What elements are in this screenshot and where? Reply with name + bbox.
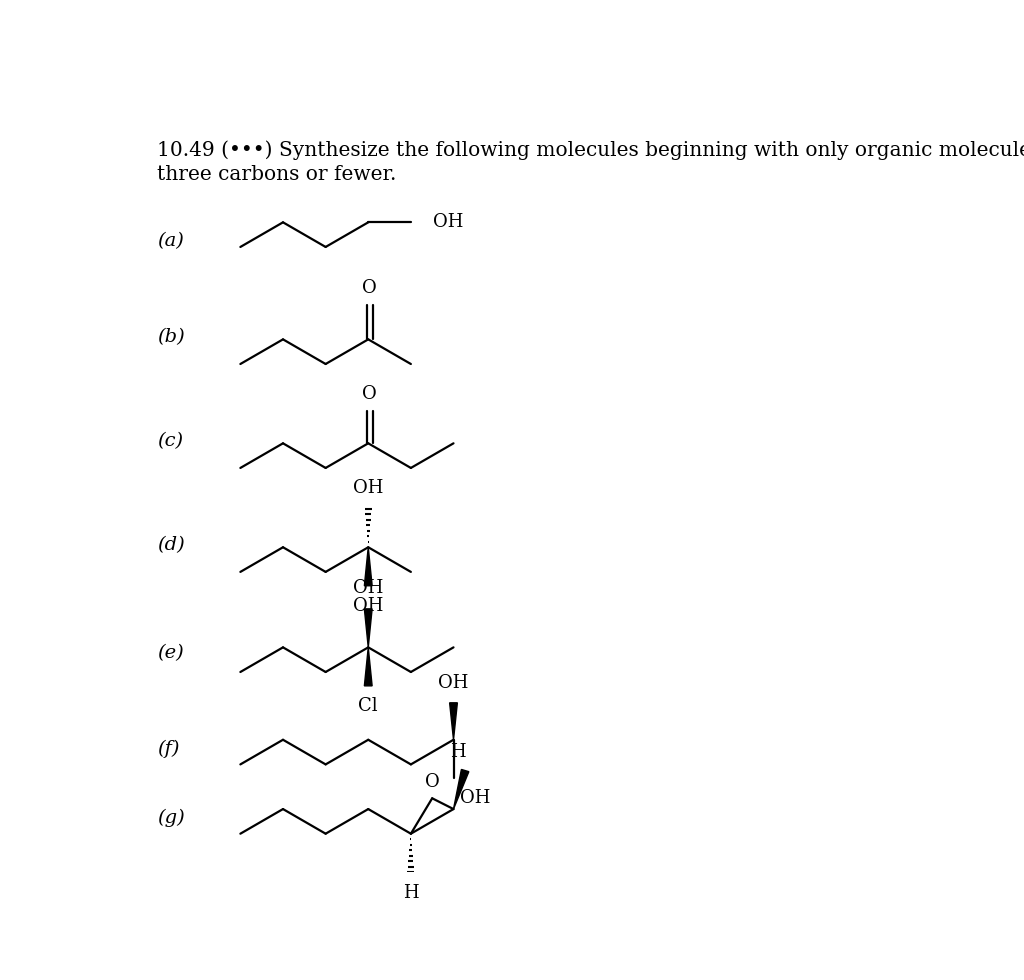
Text: OH: OH	[438, 674, 469, 692]
Polygon shape	[365, 648, 372, 686]
Polygon shape	[365, 547, 372, 586]
Text: Cl: Cl	[358, 698, 378, 715]
Polygon shape	[365, 609, 372, 648]
Text: OH: OH	[353, 479, 383, 497]
Text: OH: OH	[460, 789, 490, 808]
Text: H: H	[403, 884, 419, 902]
Text: H: H	[450, 743, 465, 760]
Text: (b): (b)	[158, 328, 185, 346]
Text: (c): (c)	[158, 432, 183, 450]
Text: O: O	[425, 772, 439, 791]
Text: OH: OH	[353, 598, 383, 615]
Text: O: O	[362, 279, 377, 297]
Text: OH: OH	[353, 579, 383, 598]
Text: (e): (e)	[158, 644, 184, 662]
Text: three carbons or fewer.: three carbons or fewer.	[158, 166, 397, 184]
Text: (d): (d)	[158, 536, 185, 554]
Text: (f): (f)	[158, 740, 180, 759]
Polygon shape	[454, 769, 469, 809]
Text: OH: OH	[432, 214, 463, 231]
Text: O: O	[362, 385, 377, 404]
Text: (g): (g)	[158, 809, 185, 827]
Text: (a): (a)	[158, 232, 184, 250]
Text: 10.49 (•••) Synthesize the following molecules beginning with only organic molec: 10.49 (•••) Synthesize the following mol…	[158, 141, 1024, 161]
Polygon shape	[450, 703, 458, 740]
